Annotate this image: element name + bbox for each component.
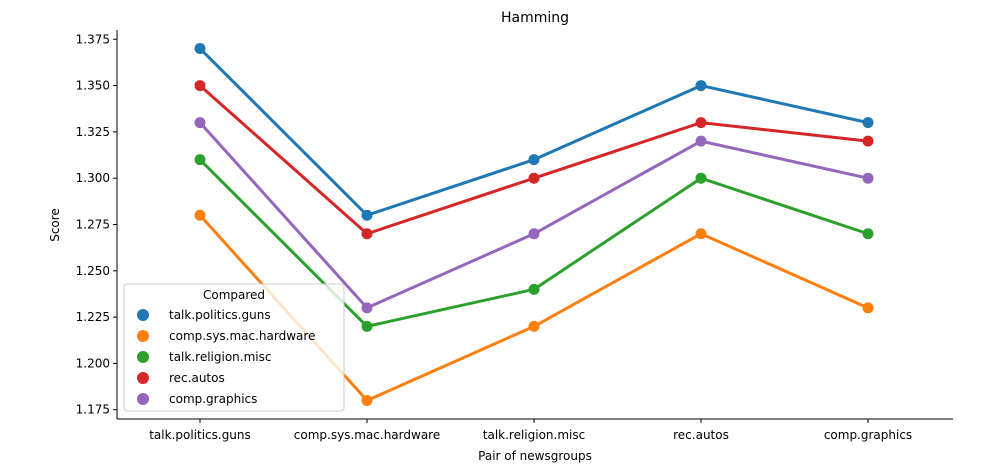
data-point bbox=[695, 172, 707, 184]
legend-marker bbox=[137, 309, 149, 321]
data-point bbox=[528, 228, 540, 240]
y-tick-label: 1.200 bbox=[76, 356, 110, 370]
legend-box bbox=[123, 283, 345, 412]
legend-marker bbox=[137, 330, 149, 342]
legend-label: rec.autos bbox=[169, 371, 225, 385]
y-axis-label: Score bbox=[48, 208, 62, 242]
y-tick-label: 1.225 bbox=[76, 310, 110, 324]
data-point bbox=[862, 135, 874, 147]
data-point bbox=[194, 209, 206, 221]
legend-label: comp.sys.mac.hardware bbox=[169, 329, 315, 343]
series bbox=[194, 80, 874, 240]
legend-item: talk.religion.misc bbox=[137, 350, 271, 364]
series bbox=[194, 117, 874, 314]
data-point bbox=[361, 320, 373, 332]
data-point bbox=[862, 228, 874, 240]
legend-label: talk.politics.guns bbox=[169, 308, 271, 322]
legend-marker bbox=[137, 393, 149, 405]
y-tick-label: 1.250 bbox=[76, 264, 110, 278]
data-point bbox=[695, 135, 707, 147]
series-layer bbox=[194, 43, 874, 406]
legend-item: talk.politics.guns bbox=[137, 308, 271, 322]
legend-item: comp.sys.mac.hardware bbox=[137, 329, 315, 343]
x-axis-label: Pair of newsgroups bbox=[478, 449, 592, 463]
x-tick-label: talk.religion.misc bbox=[483, 428, 585, 442]
data-point bbox=[695, 228, 707, 240]
data-point bbox=[361, 209, 373, 221]
y-tick-label: 1.175 bbox=[76, 403, 110, 417]
data-point bbox=[695, 80, 707, 92]
data-point bbox=[695, 117, 707, 129]
data-point bbox=[361, 302, 373, 314]
data-point bbox=[528, 172, 540, 184]
legend-label: comp.graphics bbox=[169, 392, 257, 406]
axes: 1.175 1.200 1.225 1.250 1.275 1.300 1.325 1.350… bbox=[76, 30, 953, 442]
y-tick-label: 1.275 bbox=[76, 218, 110, 232]
x-tick-label: rec.autos bbox=[673, 428, 729, 442]
y-tick-label: 1.300 bbox=[76, 171, 110, 185]
data-point bbox=[862, 172, 874, 184]
legend-title: Compared bbox=[203, 288, 265, 302]
data-point bbox=[361, 394, 373, 406]
y-tick-label: 1.350 bbox=[76, 79, 110, 93]
data-point bbox=[528, 154, 540, 166]
data-point bbox=[862, 117, 874, 129]
x-tick-label: comp.graphics bbox=[824, 428, 912, 442]
data-point bbox=[528, 283, 540, 295]
series-line bbox=[198, 47, 869, 217]
x-tick-label: comp.sys.mac.hardware bbox=[294, 428, 440, 442]
data-point bbox=[361, 228, 373, 240]
data-point bbox=[528, 320, 540, 332]
series bbox=[194, 154, 874, 332]
legend-label: talk.religion.misc bbox=[169, 350, 271, 364]
legend-marker bbox=[137, 351, 149, 363]
series bbox=[194, 43, 874, 221]
y-tick-label: 1.325 bbox=[76, 125, 110, 139]
legend-item: rec.autos bbox=[137, 371, 225, 385]
y-tick-label: 1.375 bbox=[76, 32, 110, 46]
data-point bbox=[194, 154, 206, 166]
data-point bbox=[194, 117, 206, 129]
data-point bbox=[194, 80, 206, 92]
legend-item: comp.graphics bbox=[137, 392, 257, 406]
data-point bbox=[862, 302, 874, 314]
legend-marker bbox=[137, 372, 149, 384]
data-point bbox=[194, 43, 206, 55]
x-tick-label: talk.politics.guns bbox=[149, 428, 251, 442]
legend: Compared talk.politics.guns comp.sys.mac.… bbox=[123, 283, 345, 412]
chart-title: Hamming bbox=[501, 10, 569, 26]
